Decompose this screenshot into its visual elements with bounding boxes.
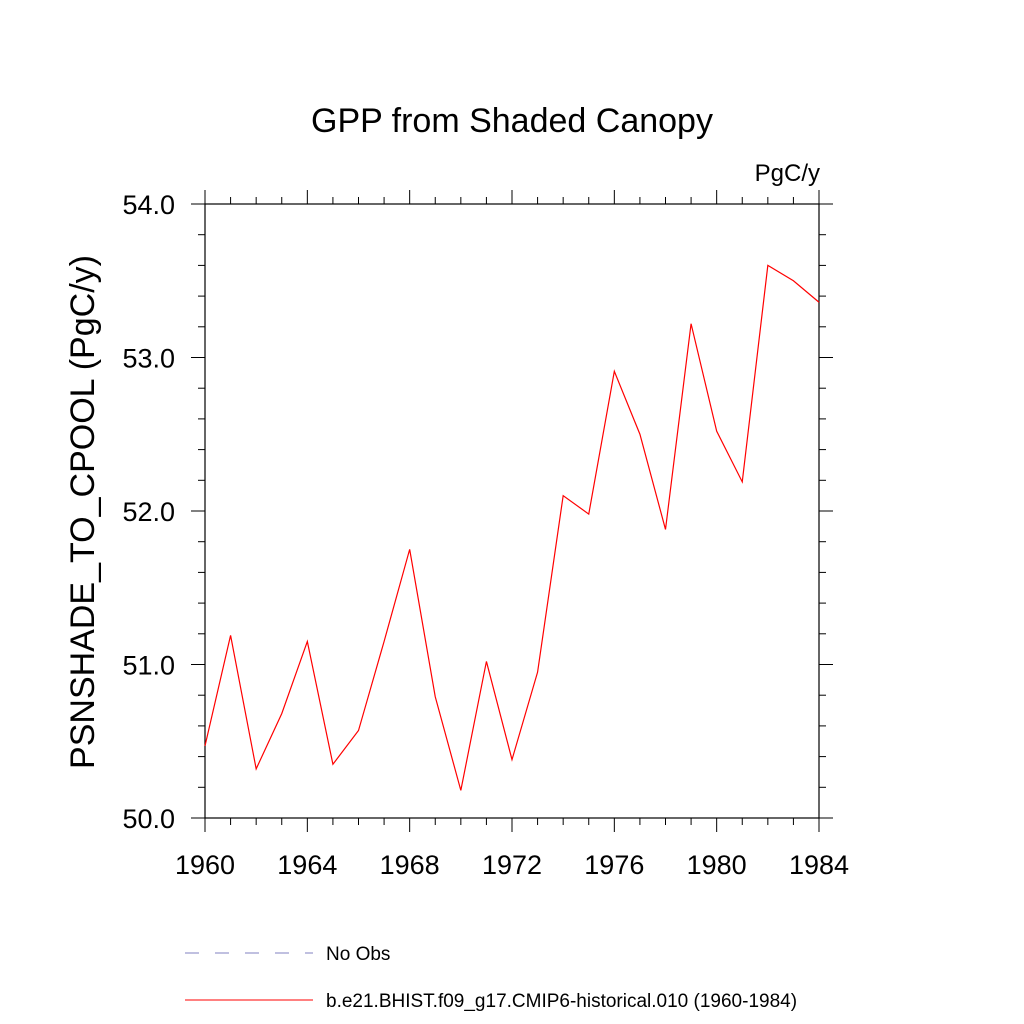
series-line-0 (204, 264, 820, 791)
y-tick-label: 53.0 (122, 344, 175, 374)
axis-tick-labels: 1960 1964 1968 1972 1976 1980 1984 50.0 51.0 52.0… (122, 190, 849, 880)
axis-ticks (191, 190, 833, 832)
chart-title: GPP from Shaded Canopy (311, 102, 713, 140)
x-tick-label: 1976 (584, 850, 644, 880)
y-tick-label: 52.0 (122, 497, 175, 527)
x-tick-label: 1960 (175, 850, 235, 880)
series-layer (204, 264, 820, 791)
legend-model-label: b.e21.BHIST.f09_g17.CMIP6-historical.010… (326, 991, 797, 1012)
y-axis-label: PSNSHADE_TO_CPOOL (PgC/y) (64, 255, 102, 769)
x-tick-label: 1972 (482, 850, 542, 880)
y-tick-label: 51.0 (122, 651, 175, 681)
x-tick-label: 1980 (687, 850, 747, 880)
legend-no-obs-label: No Obs (326, 944, 390, 965)
x-tick-label: 1964 (277, 850, 337, 880)
y-tick-label: 50.0 (122, 804, 175, 834)
x-tick-label: 1984 (789, 850, 849, 880)
plot-frame (204, 203, 820, 819)
y-tick-label: 54.0 (122, 190, 175, 220)
units-label: PgC/y (755, 160, 820, 187)
x-tick-label: 1968 (380, 850, 440, 880)
